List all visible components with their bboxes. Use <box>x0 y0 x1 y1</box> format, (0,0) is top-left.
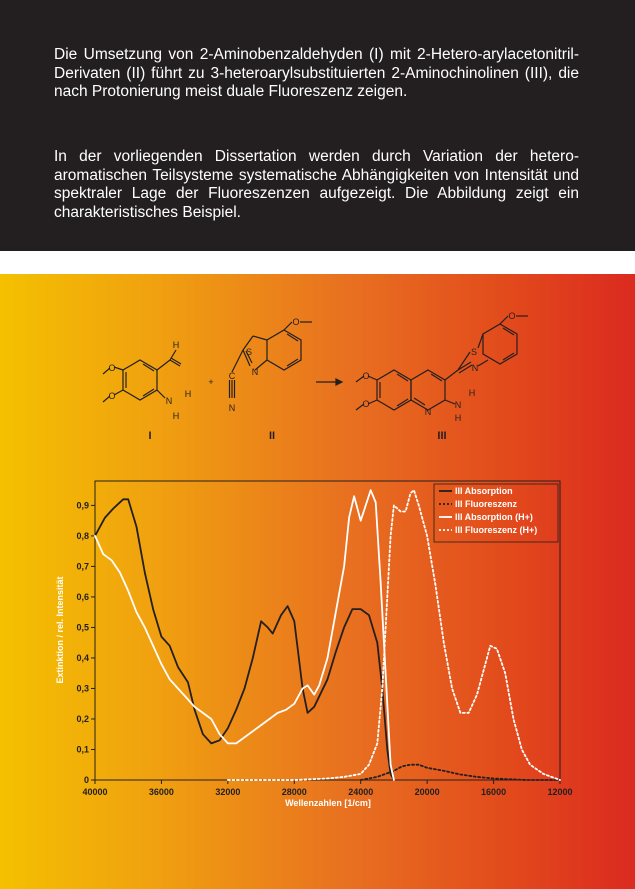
y-tick-label: 0,3 <box>76 683 89 693</box>
y-tick-label: 0,8 <box>76 531 89 541</box>
legend-box <box>433 483 559 543</box>
compound-label-III: III <box>437 430 446 442</box>
legend-label-iii-absorption: III Absorption <box>455 486 513 496</box>
atom-N3: N <box>229 403 236 413</box>
atom-H1: H <box>173 340 180 350</box>
series-line-iii-absorption-h <box>94 489 395 781</box>
atom-H3: H <box>173 411 180 421</box>
legend-label-iii-absorption-h: III Absorption (H+) <box>455 512 533 522</box>
atom-S1: S <box>246 347 252 357</box>
scheme-atom-labels: O O H N H H + O S N C N O O N H H N S N … <box>108 311 515 423</box>
x-tick-label: 12000 <box>547 787 572 797</box>
atom-H2: H <box>185 389 192 399</box>
atom-O4: O <box>362 371 369 381</box>
text-panel: Die Umsetzung von 2-Aminobenzaldehyden (… <box>0 0 635 251</box>
compound-label-I: I <box>148 430 151 442</box>
reaction-scheme <box>102 315 528 411</box>
y-tick-label: 0,5 <box>76 622 89 632</box>
y-tick-label: 0,7 <box>76 561 89 571</box>
dissertation-paragraph: In der vorliegenden Dissertation werden … <box>54 148 579 221</box>
plot-frame <box>94 480 561 781</box>
series-line-iii-fluoreszenz <box>359 763 561 781</box>
molecule-I <box>102 349 182 403</box>
molecule-III <box>355 315 528 411</box>
y-tick-label: 0,6 <box>76 592 89 602</box>
x-tick-label: 28000 <box>282 787 307 797</box>
legend-label-iii-fluoreszenz-h: III Fluoreszenz (H+) <box>455 525 537 535</box>
figure-background <box>0 274 635 889</box>
atom-O1: O <box>108 363 115 373</box>
x-tick-label: 36000 <box>149 787 174 797</box>
x-tick-label: 32000 <box>215 787 240 797</box>
y-tick-label: 0 <box>84 775 89 785</box>
atom-N1: N <box>166 396 173 406</box>
plus-sign: + <box>208 377 213 387</box>
series-line-iii-absorption <box>94 498 395 781</box>
atom-N4: N <box>455 400 462 410</box>
legend-label-iii-fluoreszenz: III Fluoreszenz <box>455 499 518 509</box>
atom-H5: H <box>455 413 462 423</box>
x-axis-ticks: 40000 36000 32000 28000 24000 20000 16000 12000 <box>82 780 573 797</box>
y-axis-ticks: 0 0,1 0,2 0,3 0,4 0,5 0,6 0,7 0,8 0,9 <box>76 500 95 785</box>
reaction-arrow <box>316 378 344 386</box>
y-tick-label: 0,2 <box>76 714 89 724</box>
chart-legend: III Absorption III Fluoreszenz III Absorpt… <box>433 483 559 543</box>
atom-O3: O <box>292 317 299 327</box>
y-tick-label: 0,1 <box>76 744 89 754</box>
y-tick-label: 0,4 <box>76 653 89 663</box>
series-layer <box>94 489 561 781</box>
y-axis-title: Extinktion / rel. Intensität <box>55 576 65 683</box>
x-tick-label: 24000 <box>348 787 373 797</box>
atom-O5: O <box>362 399 369 409</box>
series-line-iii-fluoreszenz-h <box>226 489 561 781</box>
intro-paragraph: Die Umsetzung von 2-Aminobenzaldehyden (… <box>54 46 579 100</box>
x-axis-title: Wellenzahlen [1/cm] <box>285 798 371 808</box>
atom-N5: N <box>425 407 432 417</box>
atom-N6: N <box>472 363 479 373</box>
spectrum-chart: 0 0,1 0,2 0,3 0,4 0,5 0,6 0,7 0,8 0,9 40000 36000 3… <box>55 480 573 808</box>
atom-H4: H <box>469 388 476 398</box>
atom-O6: O <box>508 311 515 321</box>
x-tick-label: 16000 <box>481 787 506 797</box>
atom-N2: N <box>252 367 259 377</box>
atom-C1: C <box>229 371 236 381</box>
x-tick-label: 40000 <box>82 787 107 797</box>
x-tick-label: 20000 <box>415 787 440 797</box>
atom-S2: S <box>471 347 477 357</box>
molecule-II <box>228 321 312 398</box>
y-tick-label: 0,9 <box>76 500 89 510</box>
compound-label-II: II <box>269 430 275 442</box>
atom-O2: O <box>108 391 115 401</box>
